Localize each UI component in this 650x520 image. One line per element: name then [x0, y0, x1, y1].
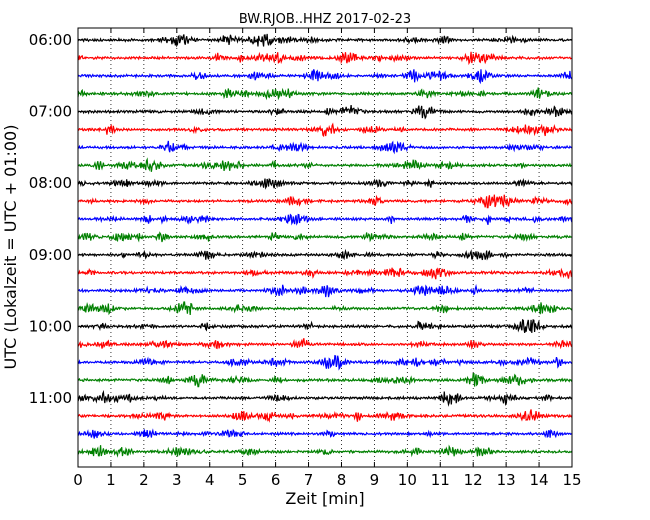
trace-1000 [77, 318, 573, 334]
x-tick-label: 3 [172, 471, 182, 489]
trace-0815 [77, 194, 573, 209]
x-tick-label: 10 [398, 471, 417, 489]
x-tick-label: 11 [431, 471, 450, 489]
trace-1015 [77, 338, 573, 350]
trace-layer [77, 33, 573, 458]
x-tick-label: 13 [497, 471, 516, 489]
trace-0930 [77, 283, 573, 298]
trace-1030 [77, 354, 573, 371]
y-tick-label: 10:00 [29, 317, 72, 335]
x-tick-label: 2 [139, 471, 149, 489]
trace-0730 [77, 140, 573, 155]
x-tick-label: 15 [562, 471, 581, 489]
x-tick-label: 4 [205, 471, 215, 489]
x-tick-label: 9 [370, 471, 380, 489]
trace-0715 [77, 122, 573, 138]
x-tick-label: 5 [238, 471, 248, 489]
trace-1145 [77, 444, 573, 458]
trace-0915 [77, 267, 573, 280]
x-tick-label: 1 [106, 471, 116, 489]
trace-1045 [77, 372, 573, 388]
x-tick-label: 0 [73, 471, 83, 489]
trace-0630 [77, 69, 573, 85]
y-axis-label: UTC (Lokalzeit = UTC + 01:00) [1, 125, 20, 370]
chart-title: BW.RJOB..HHZ 2017-02-23 [238, 12, 412, 27]
trace-1115 [77, 409, 573, 423]
trace-0845 [77, 231, 573, 243]
trace-0745 [77, 157, 573, 172]
trace-0800 [77, 177, 573, 190]
trace-0900 [77, 248, 573, 261]
x-tick-label: 8 [337, 471, 347, 489]
trace-0830 [77, 213, 573, 226]
y-tick-label: 06:00 [29, 31, 72, 49]
tick-layer: 0 1 2 3 4 5 6 7 8 9 10 11 12 13 14 1506:0007:0008:0009:… [29, 28, 582, 489]
trace-0600 [77, 33, 573, 48]
y-tick-label: 07:00 [29, 103, 72, 121]
x-tick-label: 7 [304, 471, 314, 489]
x-axis-label: Zeit [min] [285, 489, 364, 508]
trace-0615 [77, 51, 573, 66]
trace-0945 [77, 301, 573, 316]
y-tick-label: 11:00 [29, 389, 72, 407]
trace-0645 [77, 87, 573, 101]
x-tick-label: 12 [464, 471, 483, 489]
y-tick-label: 09:00 [29, 246, 72, 264]
x-tick-label: 6 [271, 471, 281, 489]
plot-frame [77, 27, 573, 468]
x-tick-label: 14 [530, 471, 549, 489]
trace-0700 [77, 105, 573, 120]
trace-1130 [77, 428, 573, 439]
trace-1100 [77, 389, 573, 407]
y-tick-label: 08:00 [29, 174, 72, 192]
